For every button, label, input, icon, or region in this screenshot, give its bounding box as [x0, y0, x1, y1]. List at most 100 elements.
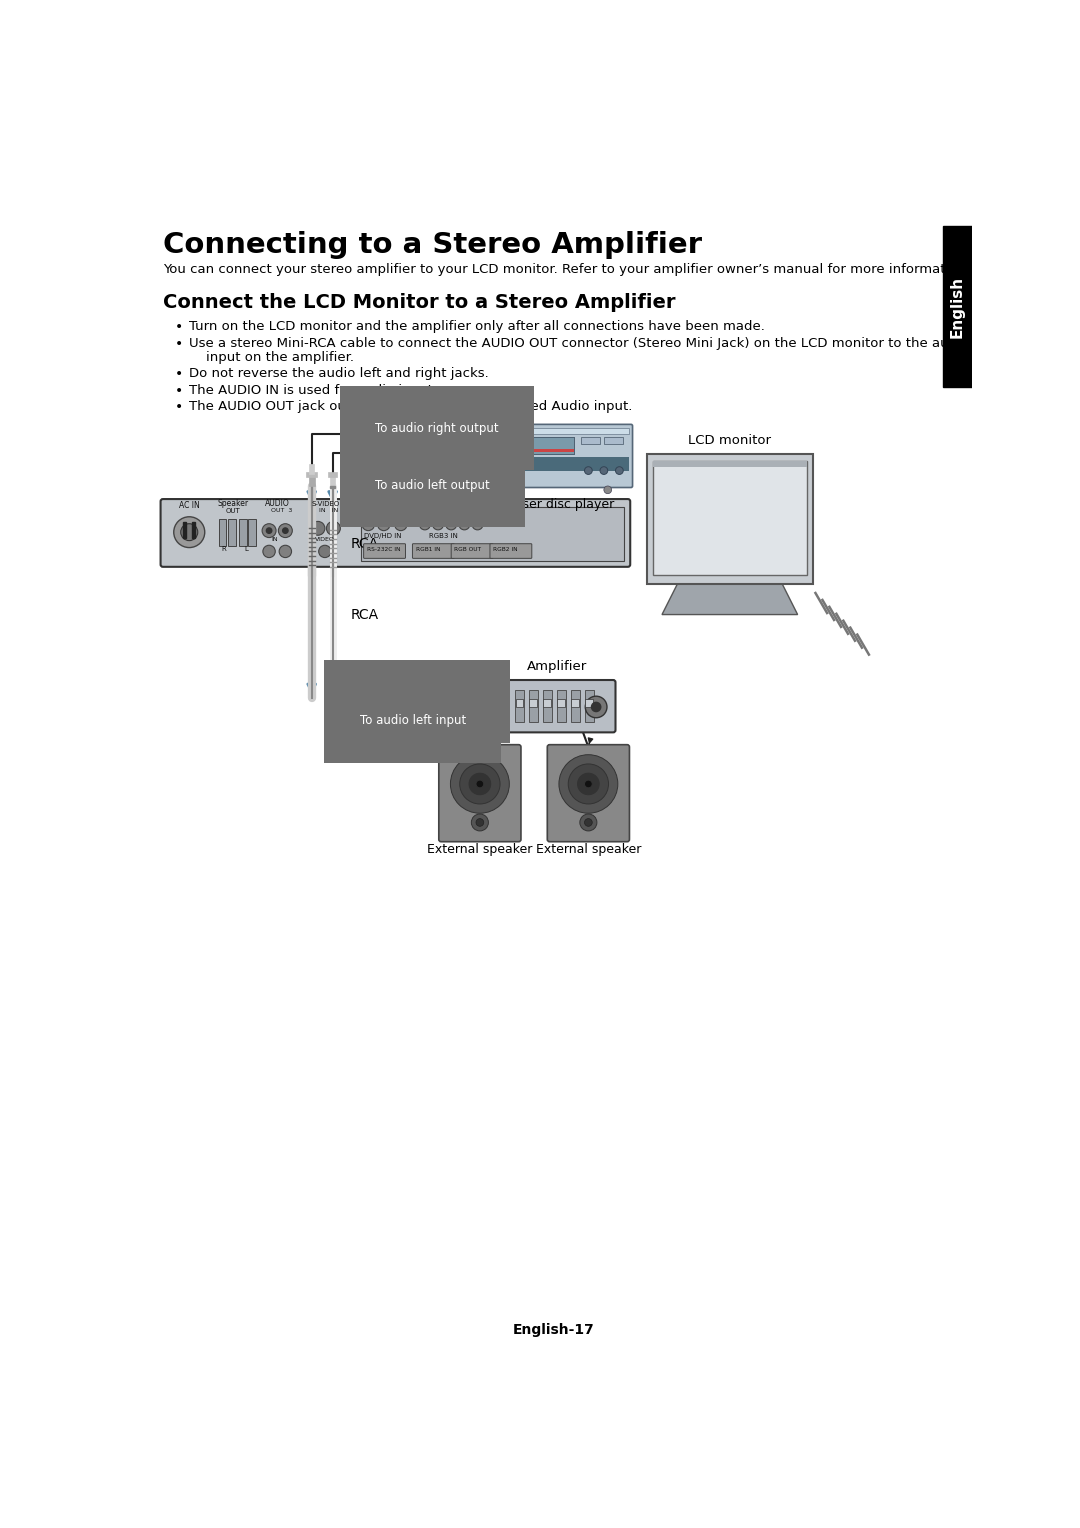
Bar: [515, 700, 524, 707]
Text: External speaker: External speaker: [536, 843, 642, 856]
Bar: [571, 700, 579, 707]
Circle shape: [585, 697, 607, 718]
Text: You can connect your stereo amplifier to your LCD monitor. Refer to your amplifi: You can connect your stereo amplifier to…: [163, 263, 970, 275]
Bar: [361, 507, 624, 561]
Text: RGB OUT: RGB OUT: [455, 547, 482, 552]
FancyBboxPatch shape: [364, 544, 405, 558]
Bar: [652, 460, 807, 575]
Circle shape: [469, 773, 490, 795]
Text: R: R: [221, 545, 226, 552]
Bar: [515, 691, 524, 723]
FancyBboxPatch shape: [468, 680, 616, 732]
Circle shape: [319, 545, 332, 558]
Bar: [585, 700, 593, 707]
Text: LCD monitor: LCD monitor: [688, 434, 771, 446]
Bar: [228, 520, 235, 545]
Text: To audio right output: To audio right output: [375, 422, 499, 435]
Circle shape: [472, 486, 480, 494]
Circle shape: [180, 524, 198, 541]
Text: AC IN: AC IN: [179, 501, 200, 509]
Circle shape: [499, 704, 505, 711]
Circle shape: [476, 781, 484, 788]
Bar: [529, 700, 537, 707]
Circle shape: [578, 773, 599, 795]
Circle shape: [476, 697, 498, 718]
Circle shape: [559, 755, 618, 813]
Text: RCA: RCA: [350, 608, 379, 622]
Bar: [342, 700, 348, 704]
Text: The AUDIO IN is used for audio input.: The AUDIO IN is used for audio input.: [189, 384, 437, 397]
Circle shape: [451, 425, 469, 442]
Text: The AUDIO OUT jack outputs sound from the selected Audio input.: The AUDIO OUT jack outputs sound from th…: [189, 400, 633, 413]
FancyBboxPatch shape: [451, 544, 494, 558]
Bar: [342, 718, 348, 723]
Text: English: English: [949, 275, 964, 338]
Circle shape: [279, 524, 293, 538]
Bar: [570, 691, 580, 723]
Text: VIDEO: VIDEO: [315, 538, 335, 542]
Bar: [239, 520, 246, 545]
Text: AUDIO: AUDIO: [266, 500, 289, 507]
FancyBboxPatch shape: [413, 544, 455, 558]
Text: English-17: English-17: [513, 1323, 594, 1337]
Polygon shape: [662, 584, 798, 614]
Circle shape: [568, 764, 608, 804]
Text: •: •: [175, 321, 184, 335]
Text: DVD/HD IN: DVD/HD IN: [364, 533, 402, 539]
Bar: [440, 449, 461, 457]
Circle shape: [472, 520, 483, 530]
Text: Amplifier: Amplifier: [527, 660, 588, 672]
Text: Do not reverse the audio left and right jacks.: Do not reverse the audio left and right …: [189, 367, 489, 380]
Circle shape: [457, 429, 464, 437]
Circle shape: [311, 521, 325, 535]
Bar: [218, 520, 227, 545]
Bar: [556, 691, 566, 723]
Text: Speaker: Speaker: [217, 500, 248, 507]
Bar: [463, 428, 629, 434]
Text: Turn on the LCD monitor and the amplifier only after all connections have been m: Turn on the LCD monitor and the amplifie…: [189, 321, 765, 333]
Text: input on the amplifier.: input on the amplifier.: [189, 351, 354, 364]
Text: Use a stereo Mini-RCA cable to connect the AUDIO OUT connector (Stereo Mini Jack: Use a stereo Mini-RCA cable to connect t…: [189, 336, 969, 350]
Bar: [307, 472, 318, 477]
Circle shape: [326, 521, 340, 535]
Circle shape: [262, 524, 276, 538]
Circle shape: [457, 449, 464, 457]
Bar: [542, 691, 552, 723]
Circle shape: [394, 518, 407, 530]
Bar: [581, 437, 600, 445]
Text: OUT  3: OUT 3: [271, 509, 293, 513]
Circle shape: [476, 819, 484, 827]
Bar: [328, 472, 337, 477]
Bar: [652, 460, 807, 466]
Bar: [465, 437, 573, 454]
Text: RGB1 IN: RGB1 IN: [416, 547, 440, 552]
Bar: [309, 474, 314, 486]
Text: S-VIDEO: S-VIDEO: [311, 501, 340, 507]
Text: Y  Cb/Pb  Cr/Pr: Y Cb/Pb Cr/Pr: [364, 507, 415, 513]
Bar: [248, 520, 256, 545]
Bar: [465, 437, 573, 454]
Text: To audio right input: To audio right input: [360, 695, 475, 707]
Text: External speaker: External speaker: [428, 843, 532, 856]
Bar: [943, 226, 972, 388]
Text: •: •: [175, 367, 184, 382]
Circle shape: [262, 545, 275, 558]
Bar: [604, 437, 623, 445]
Text: To audio left input: To audio left input: [360, 714, 465, 727]
Circle shape: [279, 545, 292, 558]
Text: R    G    B    H    V: R G B H V: [422, 507, 484, 513]
Bar: [491, 440, 530, 448]
Text: To audio left output: To audio left output: [375, 478, 490, 492]
Text: •: •: [175, 384, 184, 397]
Bar: [584, 691, 594, 723]
FancyBboxPatch shape: [548, 744, 630, 842]
Bar: [330, 475, 335, 486]
Text: •: •: [175, 336, 184, 350]
Circle shape: [592, 703, 600, 712]
FancyBboxPatch shape: [161, 500, 631, 567]
Bar: [647, 454, 813, 584]
Circle shape: [482, 703, 491, 712]
Bar: [183, 523, 186, 538]
Text: L: L: [245, 545, 248, 552]
FancyBboxPatch shape: [490, 544, 531, 558]
